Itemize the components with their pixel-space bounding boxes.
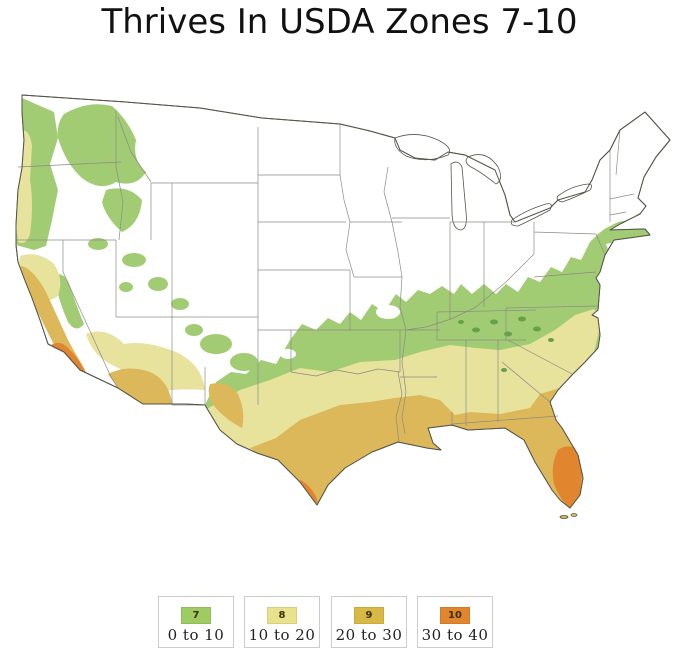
lake-michigan bbox=[450, 161, 467, 231]
legend-item-zone10: 10 30 to 40 bbox=[417, 596, 493, 648]
florida-keys bbox=[570, 513, 578, 517]
zone7-nevada-patch bbox=[119, 282, 133, 292]
dark-green-speck bbox=[458, 320, 464, 324]
subzone-white-patch bbox=[310, 307, 326, 317]
dark-green-speck bbox=[548, 338, 554, 342]
zone8-southwest-desert bbox=[86, 331, 205, 392]
florida-keys bbox=[559, 515, 569, 519]
legend-item-zone7: 7 0 to 10 bbox=[158, 596, 234, 648]
zone7-utah-patch bbox=[171, 298, 189, 310]
zone7-nevada-patch bbox=[88, 238, 108, 250]
zone-legend: 7 0 to 10 8 10 to 20 9 20 to 30 10 30 to… bbox=[0, 596, 679, 650]
zone7-swatch: 7 bbox=[181, 607, 211, 624]
zone10-number: 10 bbox=[448, 610, 462, 621]
lake-huron bbox=[465, 154, 501, 185]
zone9-west-texas bbox=[208, 383, 244, 428]
zone7-newmexico-patch bbox=[230, 353, 258, 371]
zone10-swatch: 10 bbox=[440, 607, 470, 624]
zone7-maine-coast-speck bbox=[664, 228, 668, 232]
zone7-inland-northwest bbox=[57, 104, 146, 187]
legend-item-zone9: 9 20 to 30 bbox=[331, 596, 407, 648]
us-map-graphic bbox=[15, 94, 671, 519]
zone7-range: 0 to 10 bbox=[167, 626, 225, 644]
zone7-newmexico-patch bbox=[200, 334, 232, 354]
zone7-maine-coast-speck bbox=[658, 220, 664, 224]
zone7-number: 7 bbox=[192, 610, 200, 621]
zone7-colorado-patch bbox=[185, 324, 203, 336]
zone9-range: 20 to 30 bbox=[335, 626, 403, 644]
usda-zone-map bbox=[6, 72, 674, 592]
dark-green-speck bbox=[518, 316, 526, 322]
zone8-oregon-coast bbox=[16, 130, 32, 243]
zone7-sierra bbox=[54, 274, 84, 329]
zone8-number: 8 bbox=[278, 610, 286, 621]
us-outline bbox=[15, 94, 671, 509]
zone9-swatch: 9 bbox=[354, 607, 384, 624]
zone10-south-florida bbox=[552, 446, 582, 508]
zone9-region bbox=[250, 388, 583, 508]
zone9-south-arizona bbox=[108, 368, 172, 405]
subzone-white-patch bbox=[376, 305, 400, 319]
zone7-nevada-patch bbox=[122, 253, 146, 267]
zone7-utah-patch bbox=[148, 277, 168, 291]
lake-superior bbox=[394, 134, 451, 161]
subzone-white-patch bbox=[280, 349, 296, 359]
zone8-swatch: 8 bbox=[267, 607, 297, 624]
zone8-range: 10 to 20 bbox=[248, 626, 316, 644]
lake-erie bbox=[510, 203, 552, 227]
dark-green-speck bbox=[501, 368, 507, 372]
dark-green-speck bbox=[472, 327, 480, 333]
legend-item-zone8: 8 10 to 20 bbox=[244, 596, 320, 648]
dark-green-speck bbox=[504, 331, 512, 337]
state-boundaries bbox=[16, 110, 635, 443]
dark-green-speck bbox=[490, 319, 498, 325]
zone9-california-valley bbox=[18, 266, 86, 373]
page-title: Thrives In USDA Zones 7-10 bbox=[101, 2, 578, 42]
dark-green-speck bbox=[533, 326, 541, 332]
zone10-range: 30 to 40 bbox=[421, 626, 489, 644]
zone9-number: 9 bbox=[365, 610, 373, 621]
